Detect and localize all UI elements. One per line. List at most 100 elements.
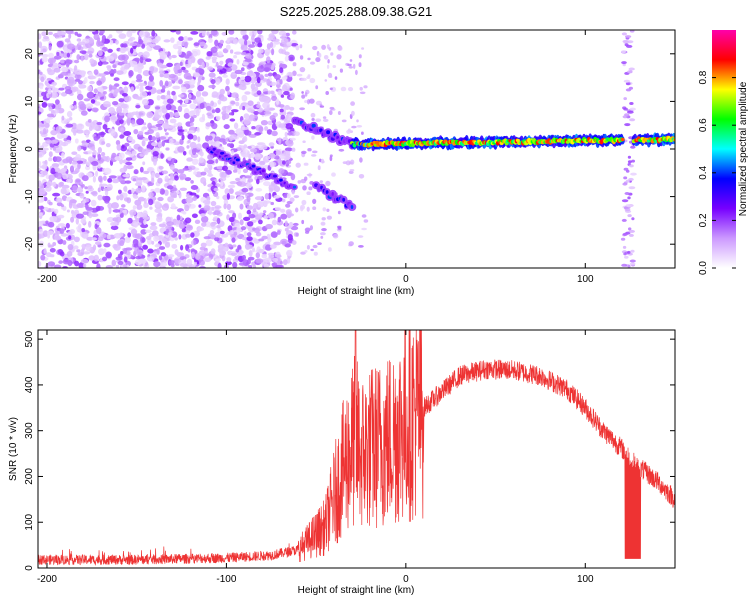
spectrogram-noise-blob bbox=[85, 244, 92, 252]
spectrogram-noise-blob bbox=[294, 131, 300, 136]
spectrogram-noise-blob bbox=[195, 90, 202, 98]
spectrogram-noise-blob bbox=[148, 75, 154, 82]
spectrogram-noise-blob bbox=[206, 51, 213, 57]
spectrogram-noise-blob bbox=[101, 37, 105, 44]
spectrogram-noise-blob bbox=[118, 98, 125, 103]
spectrogram-noise-blob bbox=[131, 80, 136, 85]
spectrogram-noise-blob bbox=[134, 247, 140, 254]
spectrogram-noise-blob bbox=[289, 56, 294, 61]
spectrogram-noise-blob bbox=[180, 103, 188, 108]
spectrogram-noise-blob bbox=[204, 167, 209, 173]
spectrogram-noise-blob bbox=[311, 118, 315, 121]
spectrogram-noise-blob bbox=[115, 216, 122, 223]
spectrogram-stripe-mark bbox=[629, 259, 636, 263]
spectrogram-noise-blob bbox=[109, 85, 117, 90]
spectrogram-noise-blob bbox=[62, 258, 71, 265]
spectrogram-noise-blob bbox=[184, 217, 192, 224]
spectrogram-noise-blob bbox=[170, 37, 175, 43]
spectrogram-noise-blob bbox=[221, 111, 227, 116]
spectrogram-noise-blob bbox=[117, 260, 124, 266]
spectrogram-noise-blob bbox=[66, 251, 73, 257]
spectrogram-noise-blob bbox=[48, 44, 52, 51]
spectrogram-noise-blob bbox=[291, 190, 295, 195]
spectrogram-noise-blob bbox=[328, 47, 332, 51]
spectrogram-noise-blob bbox=[232, 212, 237, 219]
spectrogram-noise-blob bbox=[60, 71, 69, 76]
spectrogram-noise-blob bbox=[203, 236, 211, 240]
spectrogram-noise-blob bbox=[39, 71, 43, 75]
spectrogram-noise-blob bbox=[247, 62, 255, 69]
spectrogram-noise-blob bbox=[275, 254, 282, 258]
spectrogram-noise-blob bbox=[156, 109, 162, 113]
spectrogram-noise-blob bbox=[46, 103, 53, 107]
spectrogram-noise-blob bbox=[155, 243, 160, 248]
spectrogram-noise-blob bbox=[65, 222, 70, 229]
spectrogram-noise-blob bbox=[221, 31, 228, 36]
spectrogram-noise-blob bbox=[199, 102, 205, 110]
spectrogram-noise-blob bbox=[42, 230, 49, 238]
spectrogram-noise-blob bbox=[142, 148, 145, 155]
spectrogram-noise-blob bbox=[102, 256, 108, 262]
spectrogram-noise-blob bbox=[123, 209, 128, 216]
spectrogram-noise-blob bbox=[266, 105, 270, 111]
spectrogram-noise-blob bbox=[167, 196, 175, 203]
spectrogram-noise-blob bbox=[41, 56, 48, 63]
spectrogram-noise-blob bbox=[266, 56, 271, 64]
spectrogram-noise-blob bbox=[147, 168, 153, 172]
spectrogram-noise-blob bbox=[182, 69, 189, 73]
spectrogram-noise-blob bbox=[174, 65, 181, 71]
spectrogram-noise-blob bbox=[363, 85, 368, 89]
spectrogram-noise-blob bbox=[147, 129, 154, 134]
spectrogram-noise-blob bbox=[165, 147, 170, 151]
spectrogram-stripe-mark bbox=[622, 182, 628, 186]
spectrogram-noise-blob bbox=[356, 125, 363, 128]
spectrogram-noise-blob bbox=[243, 144, 248, 149]
y-tick-label: 10 bbox=[24, 95, 35, 107]
spectrogram-noise-blob bbox=[276, 83, 281, 89]
spectrogram-noise-blob bbox=[168, 55, 172, 60]
spectrogram-noise-blob bbox=[217, 99, 222, 105]
spectrogram-noise-blob bbox=[151, 142, 158, 147]
spectrogram-noise-blob bbox=[141, 185, 146, 192]
spectrogram-noise-blob bbox=[268, 153, 276, 159]
spectrogram-noise-blob bbox=[273, 194, 281, 199]
spectrogram-noise-blob bbox=[146, 256, 155, 262]
spectrogram-noise-blob bbox=[56, 51, 60, 56]
spectrogram-noise-blob bbox=[239, 219, 244, 226]
spectrogram-noise-blob bbox=[174, 111, 180, 118]
spectrogram-noise-blob bbox=[175, 30, 181, 35]
spectrogram-noise-blob bbox=[229, 49, 234, 54]
spectrogram-noise-blob bbox=[244, 39, 248, 46]
spectrogram-noise-blob bbox=[133, 243, 138, 248]
spectrogram-noise-blob bbox=[363, 219, 369, 223]
spectrogram-noise-blob bbox=[238, 131, 245, 138]
y-tick-label: 0 bbox=[24, 565, 35, 571]
spectrogram-noise-blob bbox=[358, 245, 364, 248]
spectrogram-stripe-mark bbox=[623, 79, 631, 83]
spectrogram-noise-blob bbox=[240, 124, 245, 131]
spectrogram-noise-blob bbox=[62, 205, 67, 211]
spectrogram-noise-blob bbox=[201, 215, 209, 223]
spectrogram-noise-blob bbox=[256, 201, 264, 208]
spectrogram-noise-blob bbox=[281, 37, 289, 45]
spectrogram-noise-blob bbox=[204, 257, 212, 263]
spectrogram-noise-blob bbox=[85, 198, 90, 203]
spectrogram-noise-blob bbox=[226, 203, 232, 211]
spectrogram-noise-blob bbox=[95, 170, 98, 177]
spectrogram-stripe-mark bbox=[628, 229, 635, 233]
spectrogram-noise-blob bbox=[275, 264, 283, 268]
spectrogram-noise-blob bbox=[334, 76, 338, 80]
spectrogram-noise-blob bbox=[179, 61, 183, 67]
spectrogram-noise-blob bbox=[115, 264, 120, 268]
spectrogram-noise-blob bbox=[320, 158, 325, 164]
spectrogram-noise-blob bbox=[304, 92, 308, 97]
spectrogram-noise-blob bbox=[127, 112, 134, 118]
spectrogram-noise-blob bbox=[361, 227, 367, 231]
colorbar-tick-label: 0.0 bbox=[698, 261, 709, 275]
spectrogram-noise-blob bbox=[88, 220, 92, 228]
spectrogram-noise-blob bbox=[183, 108, 190, 115]
spectrogram-noise-blob bbox=[288, 72, 293, 78]
spectrogram-noise-blob bbox=[218, 43, 223, 49]
spectrogram-noise-blob bbox=[112, 64, 117, 69]
spectrogram-noise-blob bbox=[283, 150, 291, 157]
